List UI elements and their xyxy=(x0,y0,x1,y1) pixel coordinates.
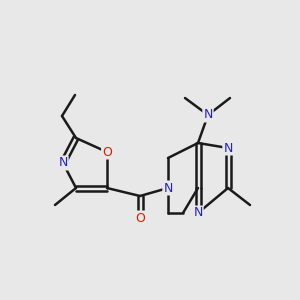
Text: N: N xyxy=(58,157,68,169)
Text: N: N xyxy=(223,142,233,154)
Text: O: O xyxy=(102,146,112,158)
Text: O: O xyxy=(135,212,145,224)
Text: N: N xyxy=(193,206,203,220)
Text: N: N xyxy=(163,182,173,194)
Text: N: N xyxy=(203,109,213,122)
